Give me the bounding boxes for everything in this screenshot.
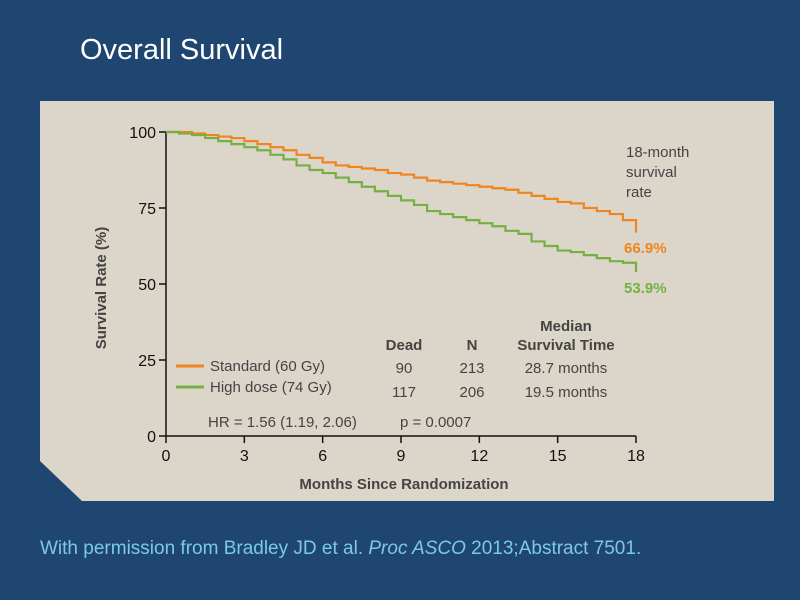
y-tick-label: 0 xyxy=(147,429,156,446)
x-tick-label: 9 xyxy=(397,448,406,465)
annotation-header-line1: 18-month xyxy=(626,144,689,161)
y-axis-label: Survival Rate (%) xyxy=(93,227,110,350)
citation-prefix: With permission from Bradley JD et al. xyxy=(40,538,369,559)
citation-journal: Proc ASCO xyxy=(368,538,466,559)
high-dose-rate-label: 53.9% xyxy=(624,280,667,297)
hazard-ratio: HR = 1.56 (1.19, 2.06) xyxy=(208,414,357,431)
annotation-header-line3: rate xyxy=(626,184,652,201)
y-tick-label: 75 xyxy=(138,201,156,218)
citation: With permission from Bradley JD et al. P… xyxy=(40,538,641,560)
citation-suffix: 2013;Abstract 7501. xyxy=(465,538,642,559)
chart-panel: 0 3 6 9 12 15 18 0 25 50 75 100 Months Since Random… xyxy=(40,101,774,501)
legend-label-standard: Standard (60 Gy) xyxy=(210,358,325,375)
y-tick-label: 100 xyxy=(129,125,156,142)
standard-dead: 90 xyxy=(396,360,413,377)
high-dose-median: 19.5 months xyxy=(525,384,608,401)
x-tick-label: 6 xyxy=(318,448,327,465)
x-tick-label: 12 xyxy=(470,448,488,465)
standard-n: 213 xyxy=(459,360,484,377)
slide-title: Overall Survival xyxy=(80,34,284,66)
survival-chart: 0 3 6 9 12 15 18 0 25 50 75 100 Months Since Random… xyxy=(93,125,689,493)
p-value: p = 0.0007 xyxy=(400,414,471,431)
annotation-header-line2: survival xyxy=(626,164,677,181)
table-header-median-line2: Survival Time xyxy=(517,337,614,354)
standard-survival-curve xyxy=(166,130,638,233)
x-axis-label: Months Since Randomization xyxy=(299,476,508,493)
standard-rate-label: 66.9% xyxy=(624,240,667,257)
high-dose-n: 206 xyxy=(459,384,484,401)
x-tick-label: 3 xyxy=(240,448,249,465)
table-header-dead: Dead xyxy=(386,337,423,354)
x-tick-label: 18 xyxy=(627,448,645,465)
table-header-n: N xyxy=(467,337,478,354)
y-tick-label: 25 xyxy=(138,353,156,370)
legend-label-high-dose: High dose (74 Gy) xyxy=(210,379,332,396)
standard-median: 28.7 months xyxy=(525,360,608,377)
table-header-median-line1: Median xyxy=(540,318,592,335)
x-tick-label: 0 xyxy=(162,448,171,465)
high-dose-dead: 117 xyxy=(392,384,416,401)
x-tick-label: 15 xyxy=(549,448,567,465)
high-dose-survival-curve xyxy=(166,130,638,273)
y-tick-label: 50 xyxy=(138,277,156,294)
